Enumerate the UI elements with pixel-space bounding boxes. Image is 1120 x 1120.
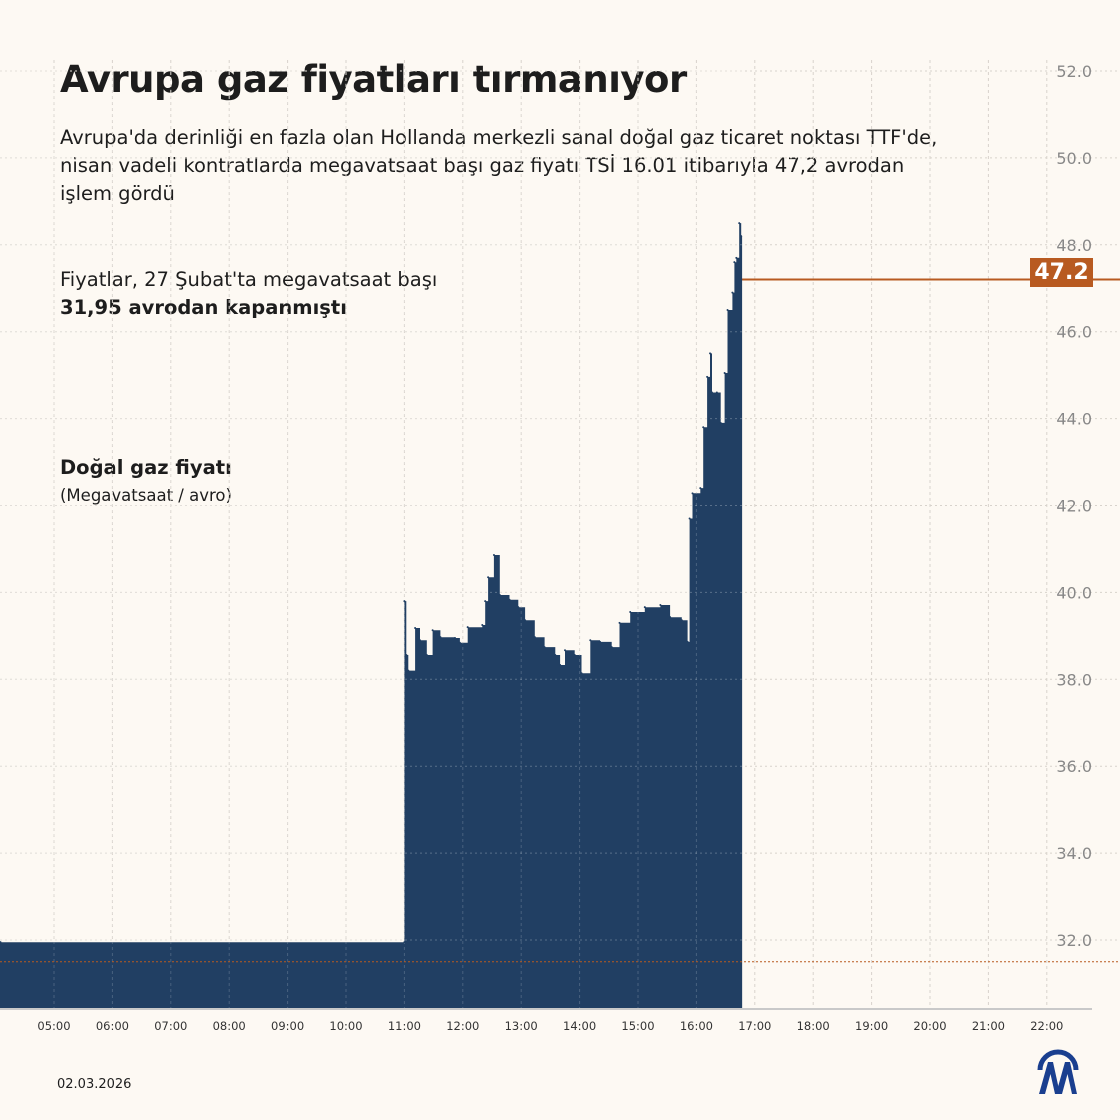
y-tick-label: 34.0 (1056, 844, 1092, 863)
aa-logo-icon (1037, 1049, 1079, 1094)
y-axis-unit: (Megavatsaat / avro) (60, 486, 232, 505)
last-price-label: 47.2 (1030, 258, 1093, 287)
data-point (487, 576, 490, 579)
data-point (710, 391, 713, 394)
y-tick-label: 50.0 (1056, 149, 1092, 168)
data-point (414, 627, 417, 630)
y-tick-label: 38.0 (1056, 670, 1092, 689)
annotation-note: Fiyatlar, 27 Şubat'ta megavatsaat başı 3… (60, 266, 460, 322)
x-tick-label: 07:00 (154, 1019, 187, 1033)
data-point (669, 616, 672, 619)
y-tick-label: 44.0 (1056, 410, 1092, 429)
data-point (439, 636, 442, 639)
x-tick-label: 05:00 (37, 1019, 70, 1033)
data-point (533, 636, 536, 639)
x-tick-label: 08:00 (213, 1019, 246, 1033)
data-point (492, 554, 495, 557)
data-point (508, 598, 511, 601)
y-tick-label: 52.0 (1056, 62, 1092, 81)
x-tick-label: 06:00 (96, 1019, 129, 1033)
data-point (702, 426, 705, 429)
data-point (481, 623, 484, 626)
page-title: Avrupa gaz fiyatları tırmanıyor (60, 58, 687, 101)
data-point (498, 594, 501, 597)
data-point (564, 649, 566, 652)
x-tick-label: 21:00 (972, 1019, 1005, 1033)
data-point (524, 619, 527, 622)
data-point (715, 391, 718, 394)
data-point (706, 375, 709, 378)
data-point (699, 487, 702, 490)
data-point (610, 646, 613, 649)
data-point (418, 639, 421, 642)
x-tick-label: 14:00 (563, 1019, 596, 1033)
x-tick-label: 12:00 (446, 1019, 479, 1033)
data-point (686, 640, 689, 643)
data-point (731, 291, 734, 294)
data-point (573, 653, 576, 656)
x-tick-label: 20:00 (913, 1019, 946, 1033)
data-point (659, 604, 662, 607)
price-area (0, 223, 743, 1009)
data-point (740, 235, 743, 238)
data-point (688, 517, 691, 520)
chart-title: Doğal gaz fiyatı (60, 456, 232, 479)
y-tick-label: 36.0 (1056, 757, 1092, 776)
data-point (466, 626, 469, 629)
data-point (431, 629, 434, 632)
x-tick-label: 09:00 (271, 1019, 304, 1033)
x-tick-label: 22:00 (1030, 1019, 1063, 1033)
data-point (719, 421, 722, 424)
data-point (454, 637, 457, 640)
data-point (403, 600, 406, 603)
data-point (0, 941, 2, 944)
data-point (589, 639, 592, 642)
data-point (543, 646, 546, 649)
data-point (599, 640, 602, 643)
data-point (643, 606, 646, 609)
data-point (629, 610, 632, 613)
data-point (709, 352, 712, 355)
data-point (484, 600, 487, 603)
data-point (733, 261, 736, 264)
data-point (691, 492, 694, 495)
x-tick-label: 11:00 (388, 1019, 421, 1033)
data-point (458, 641, 461, 644)
data-point (580, 672, 583, 675)
y-tick-label: 46.0 (1056, 323, 1092, 342)
data-point (425, 653, 428, 656)
y-tick-label: 40.0 (1056, 583, 1092, 602)
y-tick-label: 48.0 (1056, 236, 1092, 255)
data-point (403, 941, 406, 944)
x-tick-label: 16:00 (680, 1019, 713, 1033)
y-tick-label: 32.0 (1056, 931, 1092, 950)
data-point (723, 371, 726, 374)
data-point (680, 619, 683, 622)
data-point (407, 669, 410, 672)
subtitle: Avrupa'da derinliği en fazla olan Hollan… (60, 126, 938, 205)
date-label: 02.03.2026 (57, 1077, 132, 1092)
x-tick-label: 10:00 (329, 1019, 362, 1033)
x-tick-label: 19:00 (855, 1019, 888, 1033)
x-tick-label: 15:00 (621, 1019, 654, 1033)
data-point (618, 621, 621, 624)
data-point (726, 308, 729, 311)
data-point (559, 663, 562, 666)
x-tick-label: 13:00 (505, 1019, 538, 1033)
data-point (735, 256, 738, 259)
x-tick-label: 17:00 (738, 1019, 771, 1033)
data-point (517, 606, 520, 609)
note-text: Fiyatlar, 27 Şubat'ta megavatsaat başı (60, 268, 438, 291)
x-tick-label: 18:00 (797, 1019, 830, 1033)
data-point (405, 653, 408, 656)
y-tick-label: 42.0 (1056, 497, 1092, 516)
data-point (554, 653, 557, 656)
note-bold-text: 31,95 avrodan kapanmıştı (60, 296, 347, 319)
data-point (738, 222, 741, 225)
